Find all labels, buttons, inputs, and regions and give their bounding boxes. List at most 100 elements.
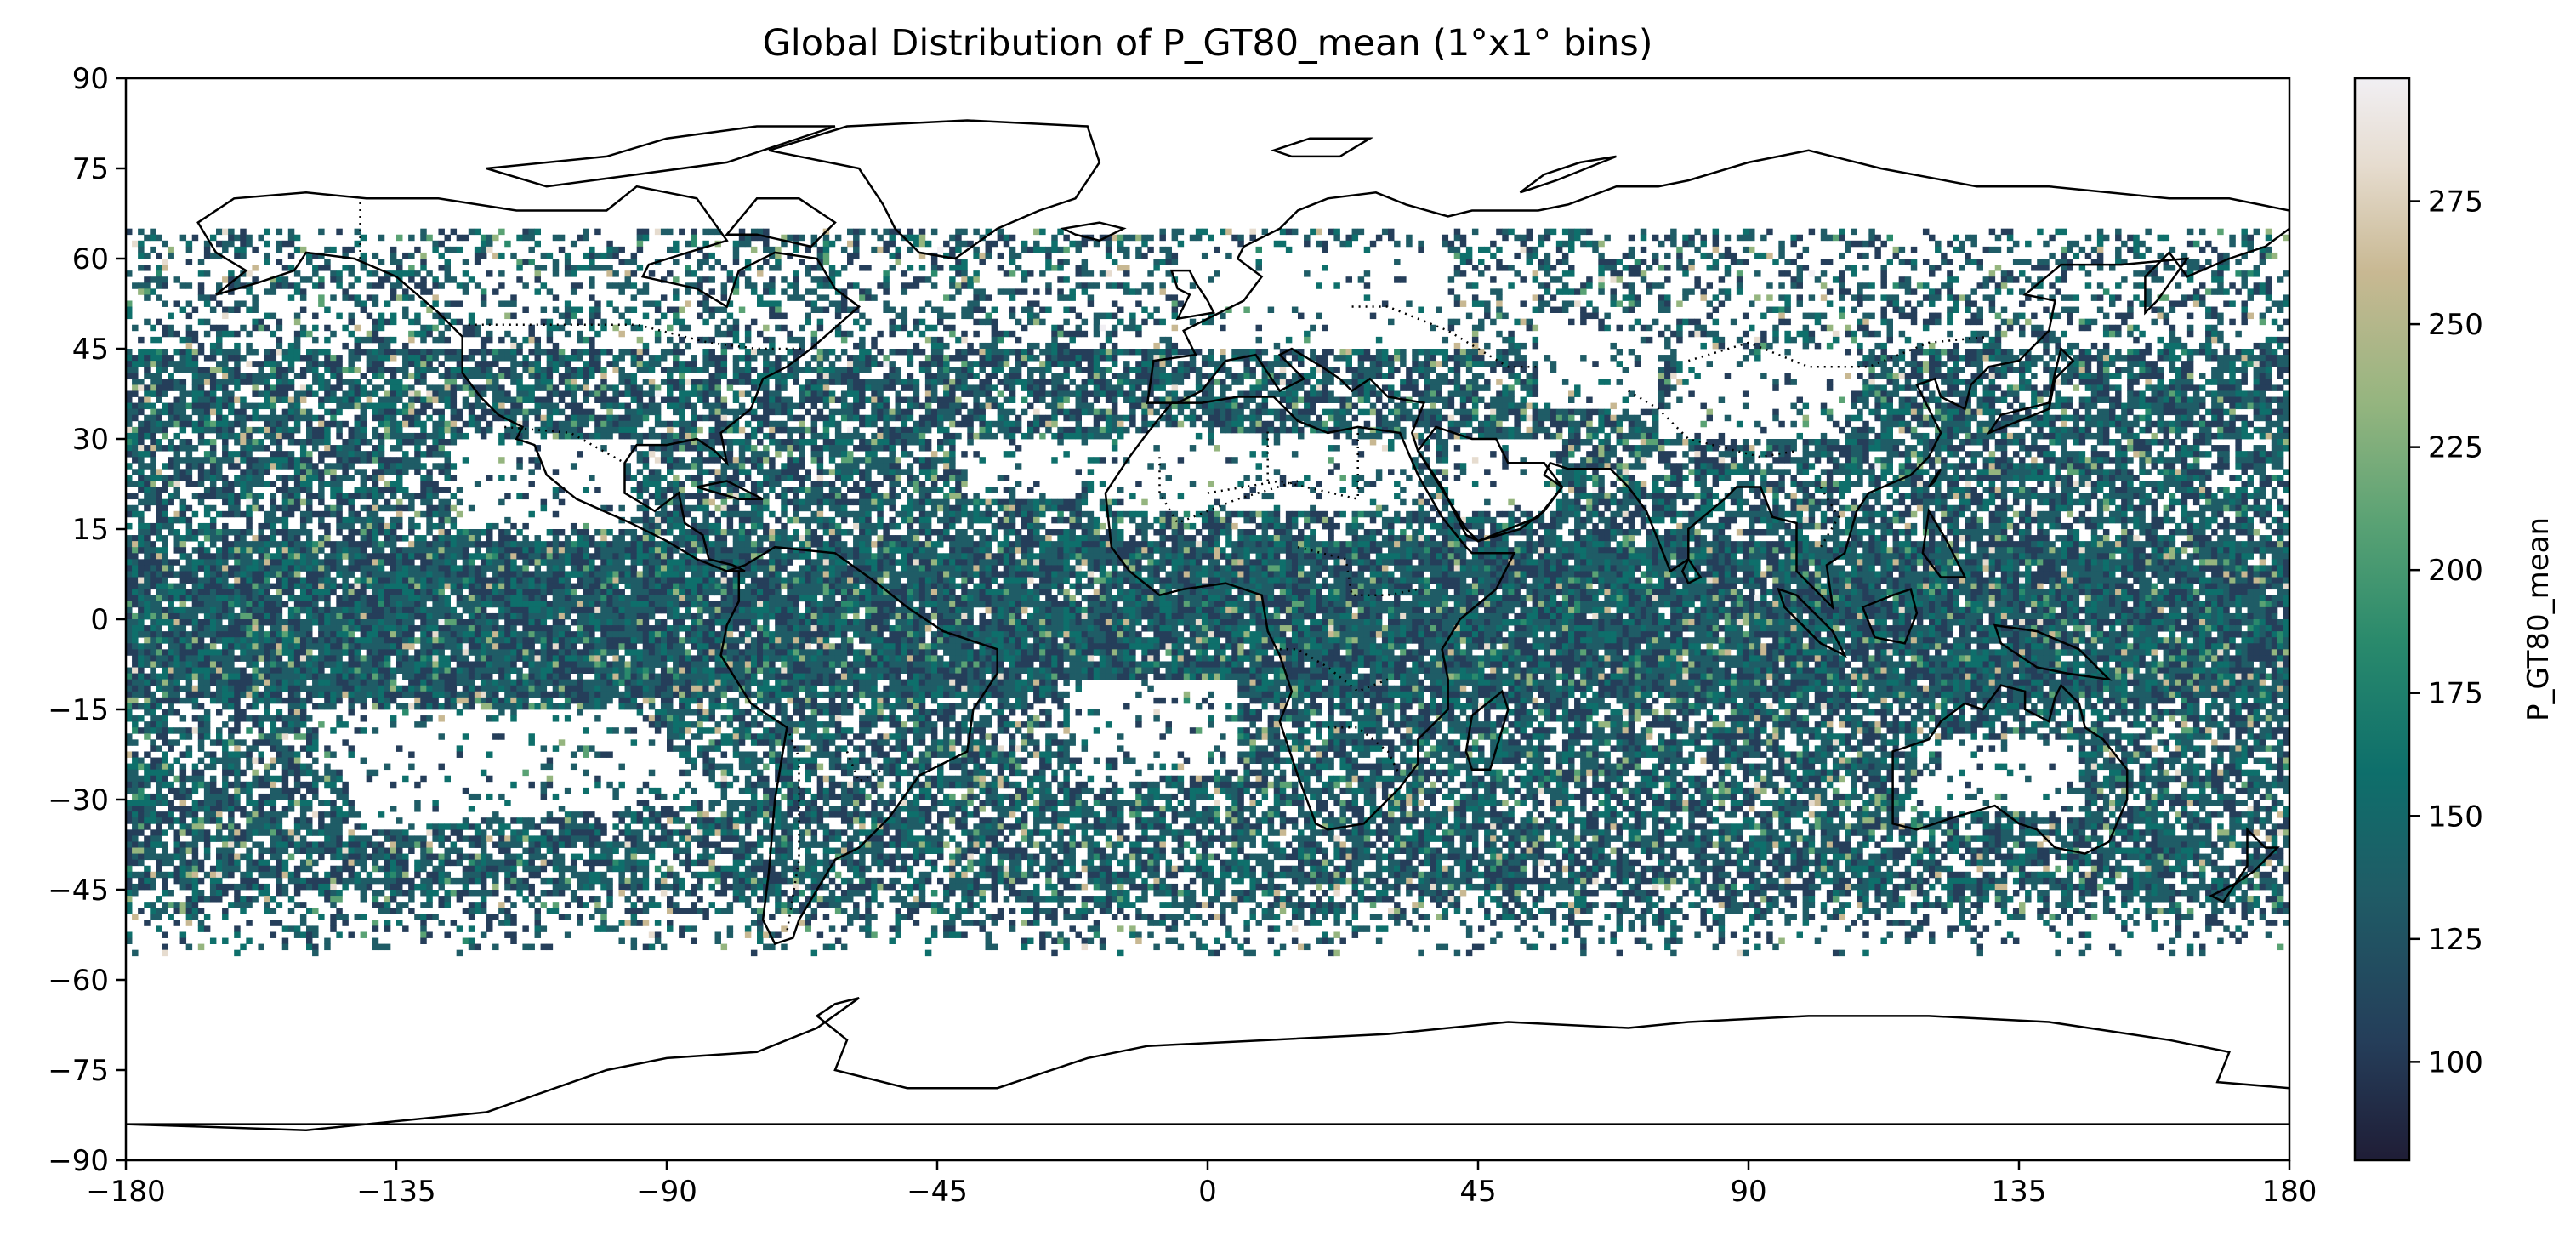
bin-cell	[2205, 379, 2212, 385]
bin-cell	[979, 402, 986, 410]
bin-cell	[1851, 294, 1857, 301]
bin-cell	[1171, 294, 1179, 301]
bin-cell	[1027, 367, 1034, 373]
bin-cell	[1886, 355, 1893, 362]
bin-cell	[991, 373, 998, 379]
bin-cell	[336, 270, 343, 277]
bin-cell	[1880, 276, 1887, 283]
bin-cell	[197, 373, 205, 379]
bin-cell	[1249, 408, 1256, 416]
bin-cell	[1363, 270, 1371, 277]
bin-cell	[1237, 373, 1244, 379]
bin-cell	[1808, 330, 1816, 338]
bin-cell	[1051, 402, 1058, 410]
bin-cell	[1009, 234, 1016, 242]
bin-cell	[1117, 246, 1124, 253]
bin-cell	[179, 390, 187, 397]
bin-cell	[2078, 318, 2086, 326]
bin-cell	[973, 228, 980, 236]
bin-cell	[450, 300, 458, 307]
bin-cell	[492, 252, 499, 259]
bin-cell	[1953, 379, 1959, 385]
bin-cell	[348, 282, 355, 289]
bin-cell	[432, 294, 439, 301]
bin-cell	[318, 414, 325, 422]
bin-cell	[1333, 234, 1340, 242]
bin-cell	[1730, 252, 1737, 259]
bin-cell	[1670, 384, 1677, 391]
bin-cell	[1388, 361, 1395, 367]
bin-cell	[228, 367, 235, 373]
bin-cell	[2012, 390, 2020, 397]
bin-cell	[1345, 240, 1352, 248]
bin-cell	[2186, 228, 2194, 236]
bin-cell	[2241, 306, 2248, 313]
bin-cell	[1045, 252, 1052, 259]
bin-cell	[402, 373, 409, 379]
bin-cell	[1279, 390, 1287, 397]
bin-cell	[2096, 294, 2104, 301]
bin-cell	[185, 355, 193, 362]
bin-cell	[2169, 324, 2176, 332]
bin-cell	[234, 276, 241, 283]
bin-cell	[1141, 234, 1148, 242]
bin-cell	[438, 349, 445, 356]
bin-cell	[979, 414, 986, 422]
bin-cell	[426, 390, 433, 397]
bin-cell	[606, 270, 613, 277]
bin-cell	[564, 373, 571, 379]
bin-cell	[270, 408, 277, 416]
bin-cell	[558, 396, 566, 403]
bin-cell	[168, 408, 174, 416]
bin-cell	[1237, 234, 1244, 242]
bin-cell	[1208, 355, 1214, 362]
bin-cell	[1322, 384, 1328, 391]
bin-cell	[1316, 396, 1322, 403]
bin-cell	[1976, 402, 1983, 410]
bin-cell	[763, 324, 770, 332]
bin-cell	[1412, 390, 1419, 397]
bin-cell	[1465, 259, 1473, 265]
bin-cell	[209, 306, 217, 313]
bin-cell	[1057, 330, 1064, 338]
bin-cell	[2006, 367, 2014, 373]
bin-cell	[589, 259, 595, 265]
bin-cell	[246, 240, 253, 248]
bin-cell	[2109, 402, 2116, 410]
bin-cell	[828, 408, 836, 416]
bin-cell	[1970, 355, 1977, 362]
bin-cell	[594, 300, 601, 307]
bin-cell	[889, 384, 896, 391]
bin-cell	[216, 361, 223, 367]
bin-cell	[1328, 396, 1334, 403]
bin-cell	[354, 349, 361, 356]
bin-cell	[270, 414, 277, 422]
bin-cell	[1003, 349, 1010, 356]
bin-cell	[1436, 349, 1442, 356]
bin-cell	[228, 379, 235, 385]
bin-cell	[132, 414, 139, 422]
bin-cell	[2115, 355, 2122, 362]
bin-cell	[462, 270, 469, 277]
bin-cell	[624, 402, 631, 410]
bin-cell	[918, 414, 926, 422]
bin-cell	[546, 324, 554, 332]
bin-cell	[2037, 396, 2044, 403]
bin-cell	[570, 312, 577, 320]
bin-cell	[1009, 270, 1016, 277]
bin-cell	[1778, 294, 1785, 301]
bin-cell	[1544, 252, 1551, 259]
bin-cell	[853, 361, 860, 367]
bin-cell	[1628, 294, 1635, 301]
bin-cell	[877, 282, 884, 289]
bin-cell	[1021, 396, 1028, 403]
bin-cell	[2139, 270, 2146, 277]
bin-cell	[1868, 355, 1875, 362]
bin-cell	[907, 361, 914, 367]
bin-cell	[1039, 367, 1046, 373]
bin-cell	[258, 324, 264, 332]
bin-cell	[991, 384, 998, 391]
bin-cell	[2006, 228, 2014, 236]
bin-cell	[1369, 384, 1377, 391]
bin-cell	[492, 384, 499, 391]
